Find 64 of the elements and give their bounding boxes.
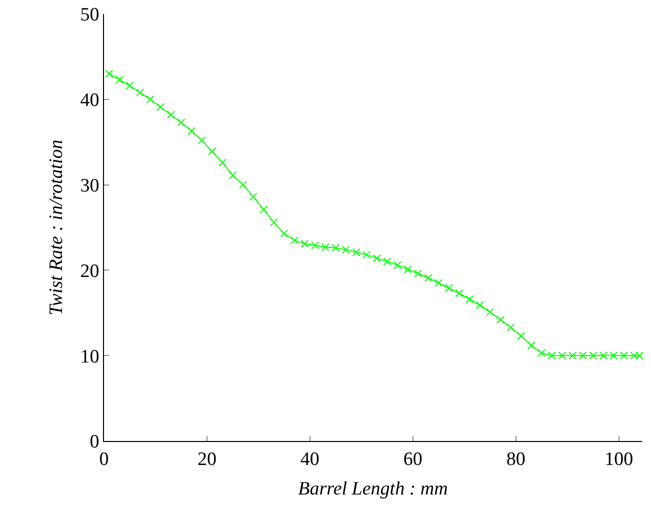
point xyxy=(177,118,186,126)
x-tick-label: 60 xyxy=(403,448,422,470)
y-tick-label: 50 xyxy=(80,4,100,26)
point xyxy=(548,352,556,360)
y-tick-label: 0 xyxy=(90,432,100,453)
y-tick-label: 20 xyxy=(80,260,100,282)
point xyxy=(466,295,474,304)
point xyxy=(578,352,587,360)
y-tick-label: 30 xyxy=(80,175,100,196)
point xyxy=(589,352,598,360)
point xyxy=(332,244,340,252)
point xyxy=(146,95,154,104)
point xyxy=(105,70,114,78)
point xyxy=(218,158,226,167)
point xyxy=(393,261,402,270)
point xyxy=(372,254,381,262)
point xyxy=(280,229,288,238)
x-tick-label: 40 xyxy=(300,448,320,470)
point xyxy=(362,250,371,259)
point xyxy=(383,258,392,266)
point xyxy=(290,236,298,244)
point xyxy=(610,352,618,360)
point xyxy=(599,352,608,360)
point xyxy=(620,352,628,360)
point xyxy=(239,180,247,189)
point xyxy=(517,332,526,340)
point xyxy=(506,323,515,332)
point xyxy=(300,240,309,248)
point xyxy=(156,103,165,112)
point xyxy=(260,206,268,214)
point xyxy=(424,274,432,282)
x-axis-title: Barrel Length : mm xyxy=(298,478,448,500)
y-tick-label: 10 xyxy=(80,346,100,368)
x-tick-label: 100 xyxy=(604,448,634,470)
x-tick-label: 80 xyxy=(506,448,526,470)
point xyxy=(228,171,237,180)
point xyxy=(352,248,360,256)
point xyxy=(198,136,206,144)
x-tick-label: 20 xyxy=(197,448,216,470)
point xyxy=(115,76,124,84)
point xyxy=(414,270,422,278)
point xyxy=(404,265,412,274)
point xyxy=(126,82,134,90)
point xyxy=(455,289,464,298)
point xyxy=(208,147,216,156)
point xyxy=(527,341,536,350)
point xyxy=(496,316,504,324)
point xyxy=(434,279,443,288)
point xyxy=(538,349,546,358)
point xyxy=(476,301,484,310)
point xyxy=(188,127,196,135)
point xyxy=(166,110,175,119)
point xyxy=(444,284,453,292)
point xyxy=(558,352,566,360)
point xyxy=(342,246,350,254)
point xyxy=(249,192,258,201)
point xyxy=(486,308,494,316)
y-axis-title: Twist Rate : in/rotation xyxy=(46,140,68,316)
point xyxy=(136,88,144,97)
point xyxy=(311,241,320,250)
point xyxy=(321,243,330,252)
point xyxy=(568,352,576,360)
y-tick-label: 40 xyxy=(80,90,100,112)
point xyxy=(270,218,278,226)
